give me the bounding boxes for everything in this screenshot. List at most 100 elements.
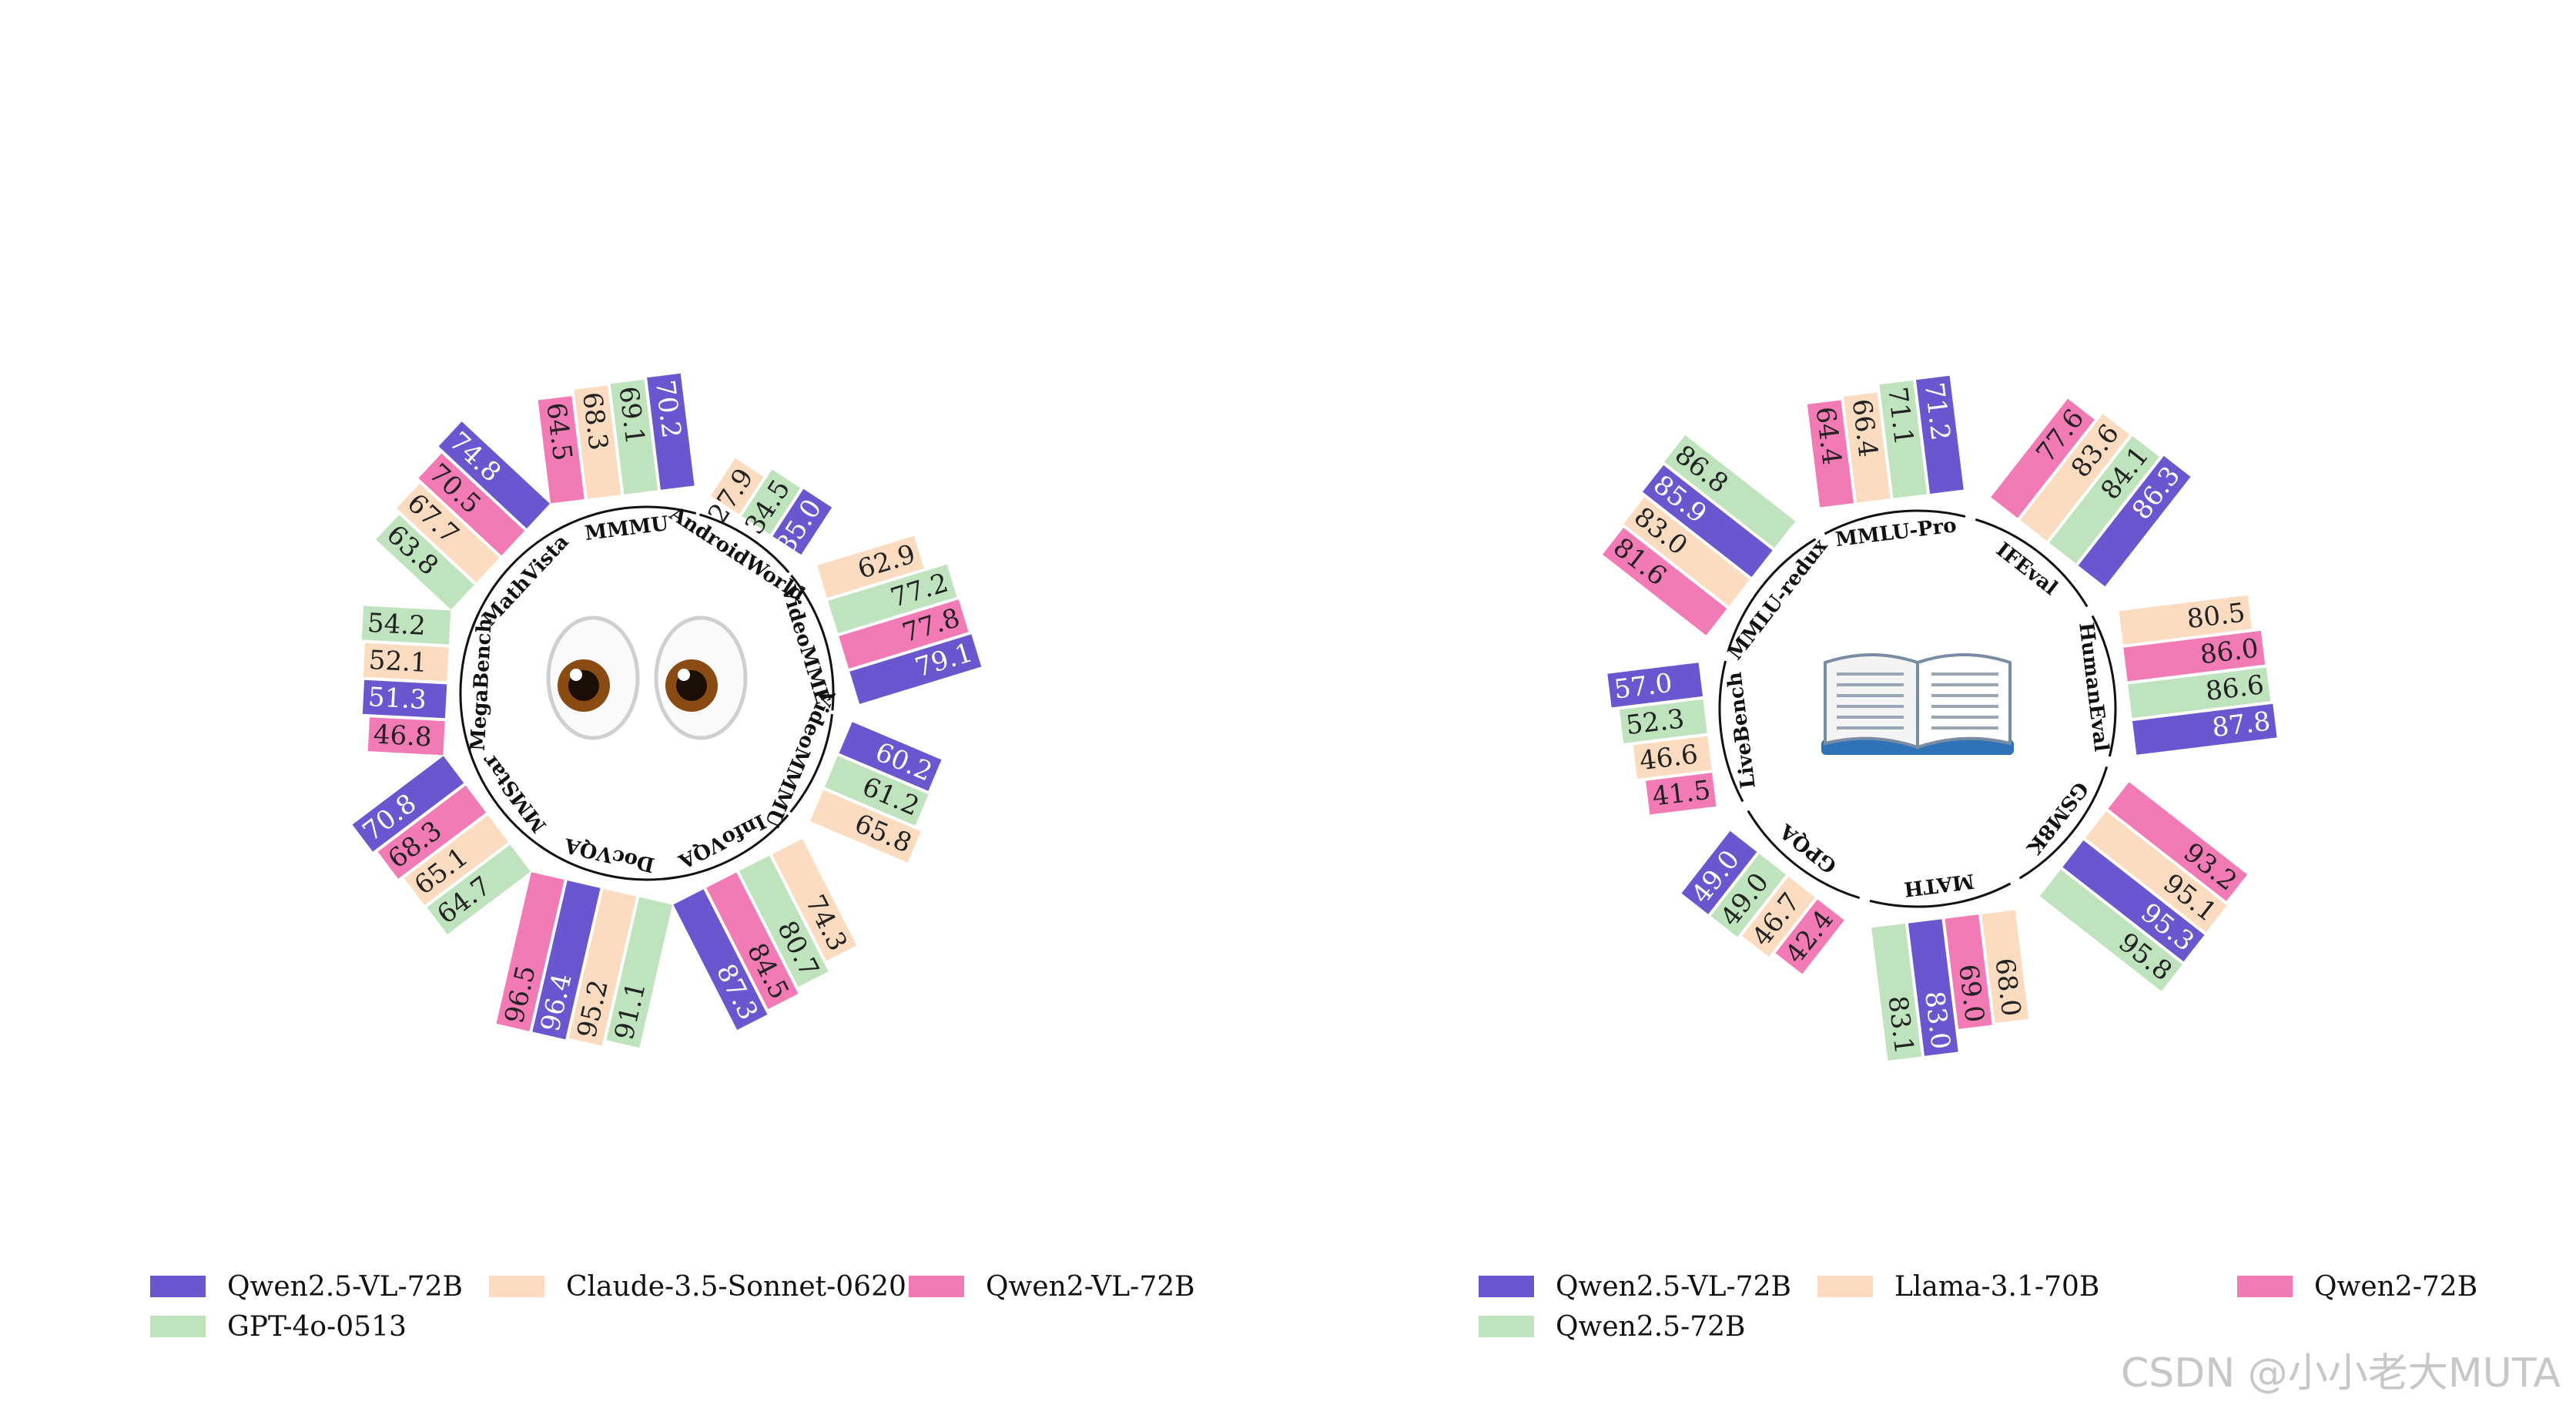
bracket-livebench <box>1718 660 1744 803</box>
bar-mmlu-redux-qwen2-72b <box>1603 528 1727 636</box>
bracket-humaneval <box>2091 615 2117 757</box>
category-label-gpqa: GPQA <box>1775 819 1841 877</box>
watermark: CSDN @小小老大MUTA <box>2121 1350 2561 1397</box>
value-label-math-qwen2-5-vl-72b: 83.0 <box>1918 989 1956 1051</box>
bar-infovqa-qwen2-vl-72b <box>706 872 799 1009</box>
legend-label: Qwen2.5-VL-72B <box>1556 1271 1791 1303</box>
value-label-math-qwen2-5-72b: 83.1 <box>1881 994 1919 1055</box>
bar-gsm8k-qwen2-5-vl-72b <box>2062 840 2205 962</box>
bar-mmstar-gpt-4o-0513 <box>427 844 531 934</box>
bar-gsm8k-llama-3-1-70b <box>2085 811 2227 933</box>
legend-item-qwen2-vl-72b: Qwen2-VL-72B <box>909 1271 1195 1303</box>
value-label-docvqa-qwen2-vl-72b: 96.5 <box>499 963 542 1027</box>
bar-mathvista-gpt-4o-0513 <box>376 515 474 610</box>
bracket-ifeval <box>1975 518 2089 608</box>
bar-docvqa-qwen2-5-vl-72b <box>532 880 601 1040</box>
value-label-docvqa-gpt-4o-0513: 91.1 <box>609 979 652 1043</box>
category-mmmu: 64.568.369.170.2 MMMU <box>538 373 697 545</box>
legend-swatch <box>150 1316 206 1337</box>
language-legend: Qwen2.5-VL-72B Llama-3.1-70B Qwen2-72B Qwen… <box>1479 1271 2477 1343</box>
value-label-livebench-qwen2-5-vl-72b: 57.0 <box>1613 668 1674 706</box>
category-label-docvqa: DocVQA <box>562 833 657 876</box>
bar-infovqa-claude-3-5-sonnet-0620 <box>772 839 857 961</box>
category-label-mmlu-pro: MMLU-Pro <box>1834 514 1958 552</box>
category-docvqa: 91.195.296.496.5 DocVQA <box>496 833 678 1048</box>
legend-swatch <box>489 1276 544 1297</box>
legend-swatch <box>1479 1316 1534 1337</box>
category-label-megabench: MegaBench <box>467 618 497 752</box>
legend-label: Llama-3.1-70B <box>1894 1271 2099 1303</box>
legend-item-qwen2-5-vl-72b: Qwen2.5-VL-72B <box>1479 1271 1791 1303</box>
legend-item-qwen2-5-72b: Qwen2.5-72B <box>1479 1311 1746 1343</box>
bar-livebench-llama-3-1-70b <box>1633 736 1712 779</box>
bracket-mathvista <box>471 522 570 628</box>
bar-humaneval-qwen2-72b <box>2123 630 2266 682</box>
bar-mmmu-gpt-4o-0513 <box>610 379 658 495</box>
bar-mmlu-pro-qwen2-72b <box>1807 400 1854 508</box>
bar-humaneval-qwen2-5-72b <box>2128 667 2271 719</box>
category-megabench: 46.851.352.154.2 MegaBench <box>361 605 497 756</box>
bar-megabench-qwen2-vl-72b <box>367 717 445 756</box>
category-math: 68.069.083.083.1 MATH <box>1869 869 2029 1061</box>
bracket-videommmu <box>789 713 833 813</box>
language-benchmark-chart: 64.466.471.171.2 MMLU-Pro 77.683.684.186.3… <box>1603 375 2277 1061</box>
bar-androidworld-gpt-4o-0513 <box>742 469 801 535</box>
category-label-mmmu: MMMU <box>584 512 670 545</box>
bar-mmlu-pro-llama-3-1-70b <box>1843 392 1891 503</box>
bar-docvqa-gpt-4o-0513 <box>606 897 673 1048</box>
value-label-mmlu-pro-qwen2-72b: 64.4 <box>1810 405 1847 467</box>
value-label-mmlu-pro-qwen2-5-vl-72b: 71.2 <box>1918 381 1956 442</box>
bar-mmlu-redux-llama-3-1-70b <box>1623 497 1750 606</box>
eyes-icon <box>546 615 748 740</box>
bar-gpqa-llama-3-1-70b <box>1742 876 1815 957</box>
bar-gpqa-qwen2-5-vl-72b <box>1681 830 1757 914</box>
legend-label: Qwen2-VL-72B <box>986 1271 1195 1303</box>
category-mmstar: 64.765.168.370.8 MMStar <box>352 740 553 934</box>
legend-item-gpt-4o-0513: GPT-4o-0513 <box>150 1311 407 1343</box>
bar-videomme-claude-3-5-sonnet-0620 <box>817 535 924 599</box>
bar-mmlu-redux-qwen2-5-vl-72b <box>1643 465 1773 578</box>
bar-livebench-qwen2-72b <box>1646 773 1717 815</box>
legend-label: Qwen2-72B <box>2314 1271 2477 1303</box>
bar-humaneval-llama-3-1-70b <box>2119 595 2252 645</box>
bar-math-qwen2-5-vl-72b <box>1908 919 1958 1056</box>
value-label-mmlu-pro-qwen2-5-72b: 71.1 <box>1881 385 1919 447</box>
value-label-megabench-qwen2-vl-72b: 46.8 <box>373 719 433 753</box>
bar-mmstar-qwen2-5-vl-72b <box>352 756 464 852</box>
legend-swatch <box>909 1276 964 1297</box>
legend-swatch <box>1817 1276 1873 1297</box>
bracket-docvqa <box>538 844 678 881</box>
bar-mmlu-pro-qwen2-5-72b <box>1879 380 1928 498</box>
legend-swatch <box>1479 1276 1534 1297</box>
value-label-mmmu-qwen2-5-vl-72b: 70.2 <box>649 378 687 440</box>
bar-livebench-qwen2-5-72b <box>1619 699 1707 743</box>
bar-ifeval-qwen2-5-vl-72b <box>2078 455 2191 587</box>
legend-label: GPT-4o-0513 <box>227 1311 407 1343</box>
legend-item-llama-3-1-70b: Llama-3.1-70B <box>1817 1271 2099 1303</box>
bar-mmstar-qwen2-vl-72b <box>377 785 487 879</box>
bar-videommmu-qwen2-5-vl-72b <box>839 722 942 791</box>
value-label-livebench-qwen2-5-72b: 52.3 <box>1624 703 1686 741</box>
value-label-docvqa-qwen2-5-vl-72b: 96.4 <box>535 971 578 1035</box>
bar-mathvista-qwen2-5-vl-72b <box>438 421 550 529</box>
bar-mmmu-claude-3-5-sonnet-0620 <box>574 385 621 499</box>
bar-mmmu-qwen2-5-vl-72b <box>647 373 695 490</box>
category-label-math: MATH <box>1903 869 1975 901</box>
value-label-mmlu-pro-llama-3-1-70b: 66.4 <box>1846 397 1884 459</box>
bar-gsm8k-qwen2-72b <box>2108 782 2248 901</box>
bar-megabench-claude-3-5-sonnet-0620 <box>363 642 449 682</box>
value-label-docvqa-claude-3-5-sonnet-0620: 95.2 <box>571 977 615 1041</box>
bar-mathvista-claude-3-5-sonnet-0620 <box>396 483 500 583</box>
bar-gsm8k-qwen2-5-72b <box>2039 869 2182 991</box>
bar-androidworld-claude-3-5-sonnet-0620 <box>710 458 764 515</box>
bar-math-qwen2-72b <box>1945 914 1992 1029</box>
bar-megabench-gpt-4o-0513 <box>361 605 451 645</box>
vision-legend: Qwen2.5-VL-72B Claude-3.5-Sonnet-0620 Qwen… <box>150 1271 1195 1343</box>
bar-math-llama-3-1-70b <box>1981 910 2029 1023</box>
bar-videomme-gpt-4o-0513 <box>828 564 957 634</box>
